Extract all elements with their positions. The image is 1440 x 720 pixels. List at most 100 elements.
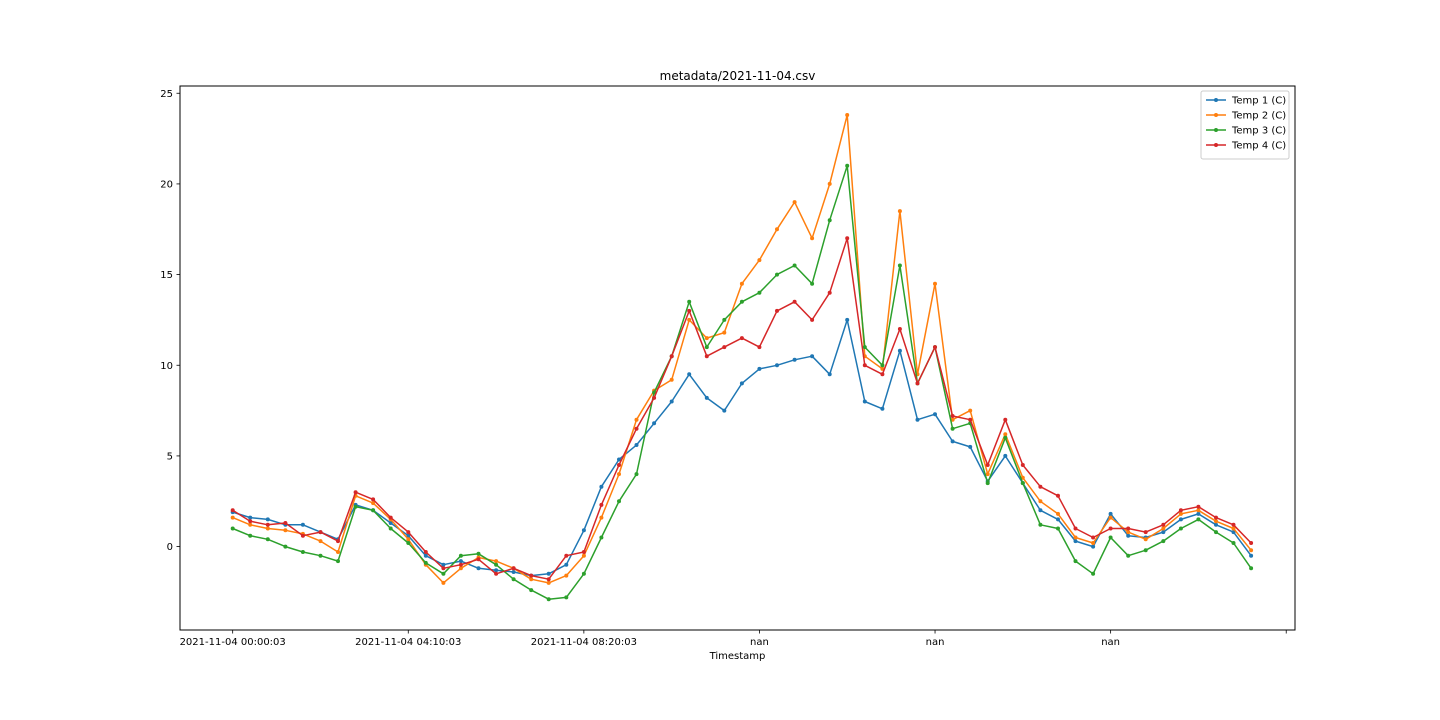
data-point <box>248 522 253 527</box>
data-point <box>248 533 253 538</box>
data-point <box>230 526 235 531</box>
data-point <box>775 227 779 232</box>
data-point <box>564 553 569 558</box>
data-point <box>687 299 692 304</box>
data-point <box>1161 530 1166 535</box>
data-point <box>1231 530 1236 535</box>
data-point <box>722 345 727 350</box>
data-point <box>599 484 604 489</box>
legend-label: Temp 4 (C) <box>1231 141 1286 152</box>
data-point <box>1038 499 1043 504</box>
data-point <box>1091 544 1096 549</box>
data-point <box>1196 504 1201 509</box>
data-point <box>985 463 990 467</box>
data-point <box>1214 522 1218 527</box>
data-point <box>494 562 499 567</box>
legend-item: Temp 2 (C) <box>1206 111 1286 122</box>
data-point <box>669 399 674 404</box>
data-point <box>722 330 727 335</box>
data-point <box>336 559 340 564</box>
data-point <box>406 537 411 542</box>
data-point <box>775 308 779 313</box>
x-tick-label: nan <box>750 637 769 648</box>
data-point <box>423 553 428 558</box>
data-point <box>880 406 885 411</box>
data-point <box>617 472 621 477</box>
data-point <box>810 354 815 359</box>
data-point <box>1056 526 1060 531</box>
data-point <box>739 299 744 304</box>
data-point <box>371 497 376 502</box>
data-point <box>1073 526 1078 531</box>
data-point <box>1249 553 1254 558</box>
data-point <box>336 550 340 554</box>
data-point <box>564 562 569 567</box>
data-point <box>950 439 955 444</box>
data-point <box>581 528 586 533</box>
data-point <box>599 515 604 520</box>
data-point <box>757 366 762 371</box>
legend-label: Temp 3 (C) <box>1231 126 1286 137</box>
data-point <box>353 490 358 495</box>
data-point <box>318 553 323 558</box>
data-point <box>634 472 639 477</box>
data-point <box>546 597 551 602</box>
data-point <box>687 317 692 322</box>
data-point <box>476 566 481 571</box>
data-point <box>827 372 832 377</box>
data-point <box>687 372 692 377</box>
data-point <box>845 113 850 117</box>
data-point <box>494 568 499 573</box>
y-tick-label: 10 <box>160 361 173 372</box>
data-point <box>353 504 358 509</box>
data-point <box>599 535 604 540</box>
data-point <box>1178 508 1183 513</box>
data-point <box>371 501 376 506</box>
data-point <box>985 481 990 486</box>
data-point <box>265 517 270 522</box>
data-point <box>441 571 446 576</box>
data-point <box>546 580 551 585</box>
data-point <box>441 580 446 585</box>
data-point <box>739 336 744 341</box>
series-layer <box>230 113 1254 602</box>
data-point <box>406 541 411 545</box>
data-point <box>880 363 885 368</box>
data-point <box>406 530 411 535</box>
data-point <box>599 502 604 507</box>
data-point <box>1038 484 1043 489</box>
legend-item: Temp 1 (C) <box>1206 96 1286 107</box>
x-axis-label: Timestamp <box>709 651 766 662</box>
data-point <box>1196 511 1201 516</box>
data-point <box>406 533 411 538</box>
legend-item: Temp 3 (C) <box>1206 126 1286 137</box>
data-point <box>827 218 832 223</box>
data-point <box>1126 553 1131 558</box>
legend: Temp 1 (C) Temp 2 (C) Temp 3 (C) Temp 4 (C) <box>1200 90 1290 160</box>
data-point <box>1020 463 1025 467</box>
data-point <box>1091 571 1096 576</box>
data-point <box>564 595 569 600</box>
legend-label: Temp 2 (C) <box>1231 111 1286 122</box>
data-point <box>564 573 569 578</box>
data-point <box>318 539 323 544</box>
data-point <box>1196 508 1201 513</box>
data-point <box>1178 511 1183 516</box>
x-axis: 2021-11-04 00:00:03 2021-11-04 04:10:03 20… <box>180 630 1287 648</box>
data-point <box>441 566 446 571</box>
data-point <box>897 348 902 353</box>
x-tick-label: 2021-11-04 08:20:03 <box>531 637 637 648</box>
data-point <box>476 557 481 562</box>
data-point <box>933 345 937 350</box>
data-point <box>722 408 727 413</box>
data-point <box>775 272 779 277</box>
data-point <box>757 258 762 263</box>
data-point <box>845 317 850 322</box>
data-point <box>1108 511 1113 516</box>
data-point <box>634 426 639 431</box>
data-point <box>1073 539 1078 544</box>
data-point <box>248 519 253 524</box>
data-point <box>458 553 463 558</box>
legend-swatch-marker <box>1214 128 1218 132</box>
data-point <box>968 444 973 449</box>
